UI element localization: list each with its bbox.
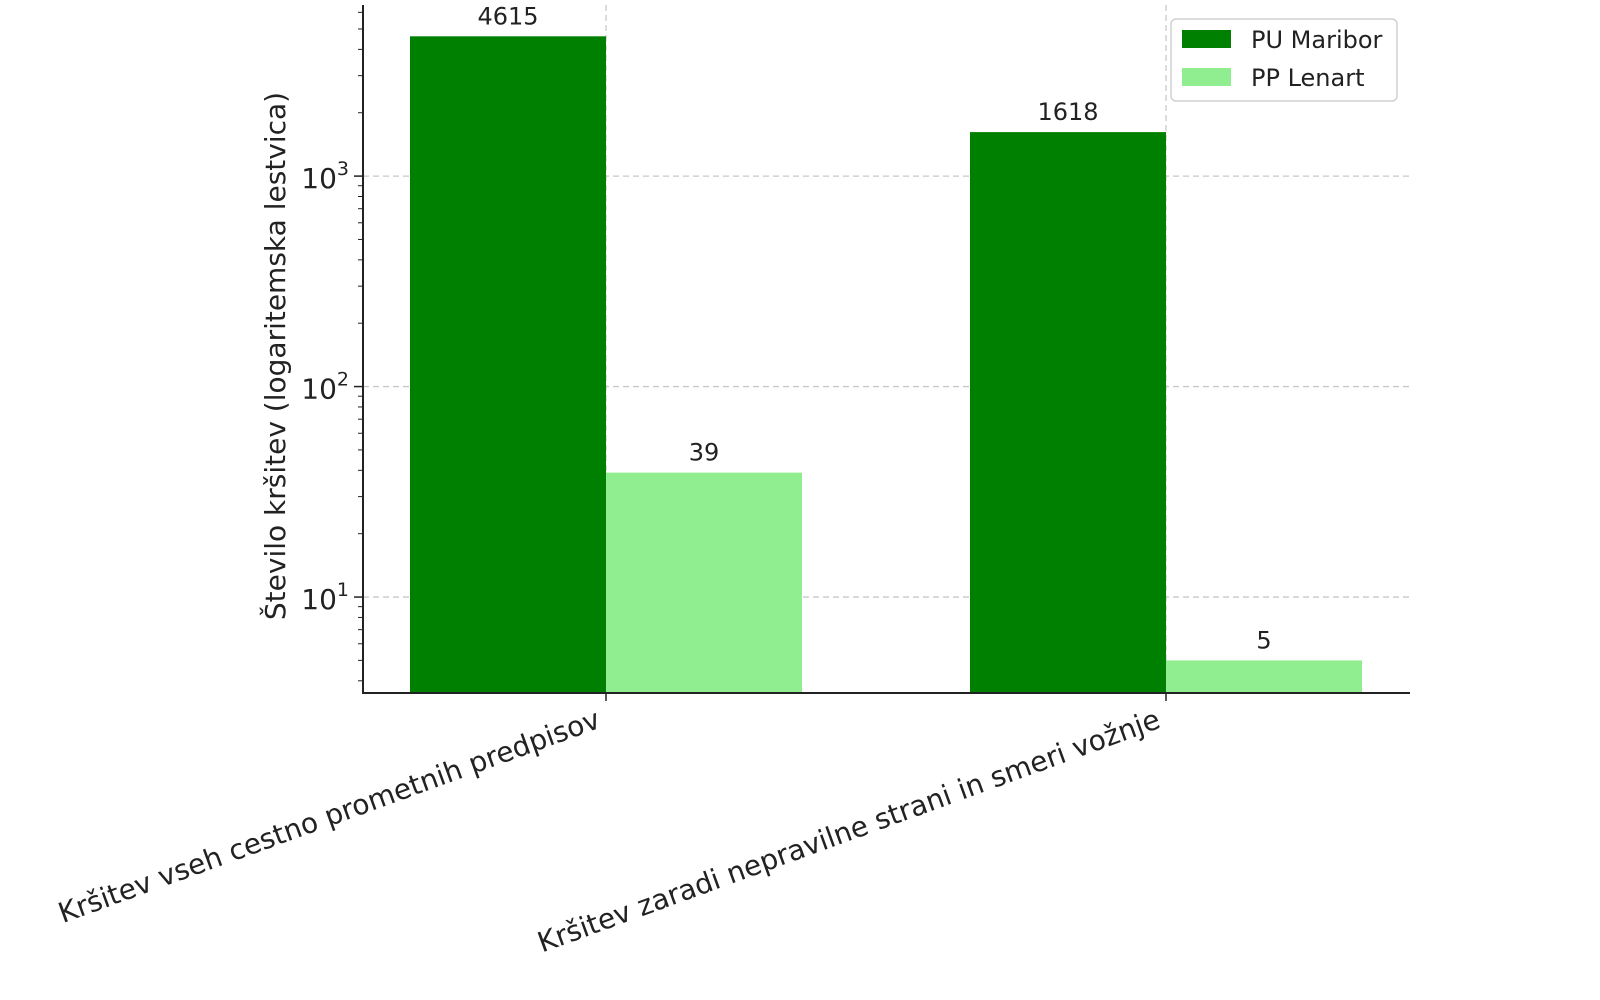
- legend[interactable]: PU Maribor PP Lenart: [1170, 18, 1398, 102]
- y-tick-label: 103: [301, 158, 349, 195]
- x-tick-label: Kršitev zaradi nepravilne strani in smer…: [533, 703, 1164, 960]
- y-tick-label: 102: [301, 369, 349, 406]
- bars: [410, 36, 1362, 694]
- legend-swatch: [1182, 30, 1231, 48]
- legend-swatch: [1182, 68, 1231, 86]
- x-tick-label: Kršitev vseh cestno prometnih predpisov: [54, 703, 605, 930]
- legend-label: PU Maribor: [1251, 26, 1383, 54]
- y-tick-label: 101: [301, 579, 349, 616]
- bar-pp-lenart: [606, 472, 802, 693]
- y-axis-label: Število kršitev (logaritemska lestvica): [258, 92, 292, 620]
- bar-pu-maribor: [970, 132, 1166, 693]
- data-labels: 4615 39 1618 5: [477, 2, 1271, 654]
- bar-pp-lenart: [1166, 660, 1362, 693]
- bar-value-label: 39: [689, 439, 720, 467]
- bar-value-label: 5: [1256, 626, 1271, 654]
- legend-label: PP Lenart: [1251, 64, 1364, 92]
- bar-value-label: 4615: [477, 2, 538, 30]
- bar-value-label: 1618: [1037, 98, 1098, 126]
- bar-pu-maribor: [410, 36, 606, 694]
